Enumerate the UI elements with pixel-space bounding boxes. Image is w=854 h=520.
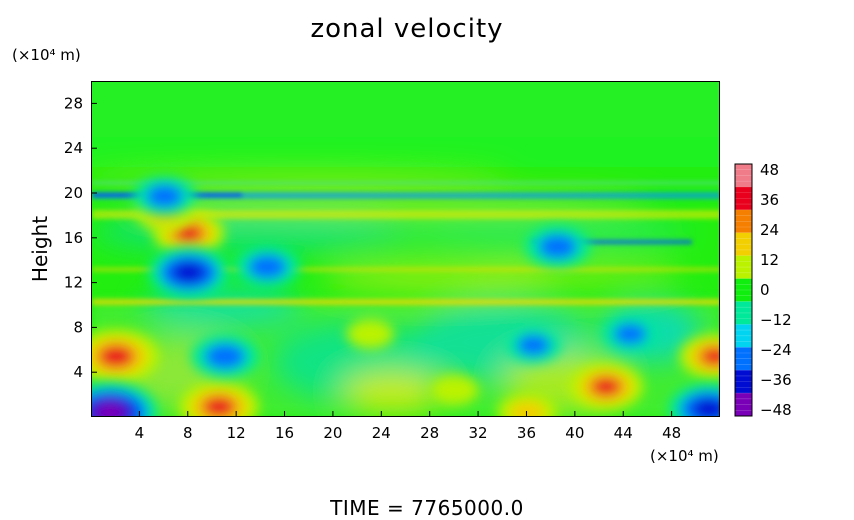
y-axis-unit: (×10⁴ m) [12, 46, 81, 64]
colorbar-label: 24 [760, 221, 779, 239]
colorbar-segment [735, 324, 752, 348]
colorbar-label: 12 [760, 251, 779, 269]
colorbar-segment [735, 370, 752, 394]
x-tick-label: 8 [183, 424, 193, 442]
y-tick-label: 4 [73, 363, 83, 381]
x-tick-label: 24 [372, 424, 391, 442]
x-tick-label: 4 [135, 424, 145, 442]
feature-blob [92, 382, 158, 416]
colorbar-segment [735, 393, 752, 417]
x-tick-label: 16 [275, 424, 294, 442]
upper-zone-tint [92, 82, 719, 137]
feature-blob [524, 225, 591, 268]
colorbar-segment [735, 209, 752, 234]
colorbar-segment [735, 255, 752, 280]
x-tick-label: 48 [662, 424, 681, 442]
y-tick-label: 16 [64, 229, 83, 247]
y-tick-label: 28 [64, 94, 83, 112]
y-tick-label: 24 [64, 139, 83, 157]
colorbar-segment [735, 301, 752, 325]
feature-blob [505, 327, 562, 364]
x-axis: 4 8 12 16 20 24 28 32 36 40 44 48 [135, 411, 681, 442]
feature-blob [92, 329, 160, 384]
feature-blob [497, 393, 558, 416]
feature-blob [568, 363, 644, 411]
colorbar-segment [735, 278, 752, 302]
feature-blob [346, 318, 395, 350]
feature-blob [668, 383, 719, 416]
y-axis: 4 8 12 16 20 24 28 [64, 94, 97, 381]
colorbar: 48 36 24 12 0 −12 −24 −36 −48 [734, 161, 792, 419]
x-tick-label: 40 [565, 424, 584, 442]
colorbar-label: 36 [760, 191, 779, 209]
colorbar-label: 0 [760, 281, 770, 299]
time-label: TIME = 7765000.0 [330, 496, 524, 520]
y-tick-label: 20 [64, 184, 83, 202]
colorbar-label: −48 [760, 401, 792, 419]
x-tick-label: 20 [323, 424, 342, 442]
feature-blob [178, 381, 260, 416]
colorbar-label: −36 [760, 371, 792, 389]
colorbar-segment [735, 164, 752, 188]
x-tick-label: 28 [420, 424, 439, 442]
x-tick-label: 12 [227, 424, 246, 442]
colorbar-label: −12 [760, 311, 792, 329]
colorbar-segment [735, 232, 752, 257]
colorbar-label: 48 [760, 161, 779, 179]
x-axis-unit: (×10⁴ m) [650, 447, 719, 465]
x-tick-label: 32 [469, 424, 488, 442]
x-tick-label: 44 [614, 424, 633, 442]
y-tick-label: 8 [73, 318, 83, 336]
heatmap-canvas [92, 82, 719, 416]
feature-blob [190, 334, 260, 378]
feature-blob [679, 333, 719, 379]
feature-blob [430, 374, 479, 406]
feature-layer [92, 176, 719, 416]
feature-blob [601, 316, 659, 352]
x-tick-label: 36 [517, 424, 536, 442]
colorbar-segment [735, 186, 752, 211]
heatmap-field [91, 81, 720, 417]
colorbar-frame [734, 163, 753, 417]
feature-blob [148, 247, 229, 298]
feature-blob [133, 176, 196, 216]
y-tick-label: 12 [64, 274, 83, 292]
colorbar-label: −24 [760, 341, 792, 359]
feature-blob [234, 246, 301, 288]
colorbar-segment [735, 347, 752, 371]
chart-title: zonal velocity [310, 14, 504, 44]
